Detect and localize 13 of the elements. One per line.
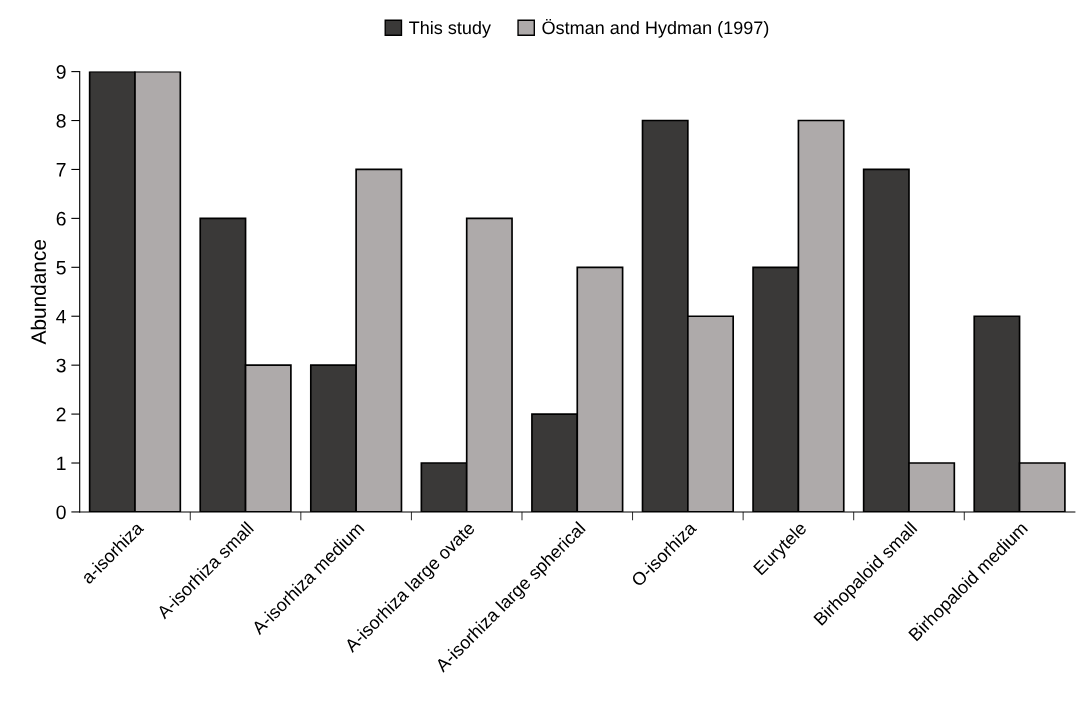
y-tick-label: 2 bbox=[56, 407, 66, 422]
y-tick-label: 3 bbox=[56, 358, 66, 373]
y-tick-label: 0 bbox=[56, 505, 66, 520]
y-tick-label: 5 bbox=[56, 260, 66, 275]
y-tick-label: 8 bbox=[56, 113, 66, 128]
y-tick-label: 4 bbox=[56, 309, 66, 324]
y-tick-label: 6 bbox=[56, 211, 66, 226]
y-axis-title: Abundance bbox=[30, 239, 47, 345]
legend-label: Östman and Hydman (1997) bbox=[542, 18, 769, 38]
y-tick-label: 9 bbox=[56, 65, 66, 79]
y-tick-label: 1 bbox=[57, 456, 66, 471]
y-tick-label: 7 bbox=[56, 163, 66, 177]
legend-label: This study bbox=[409, 20, 491, 38]
